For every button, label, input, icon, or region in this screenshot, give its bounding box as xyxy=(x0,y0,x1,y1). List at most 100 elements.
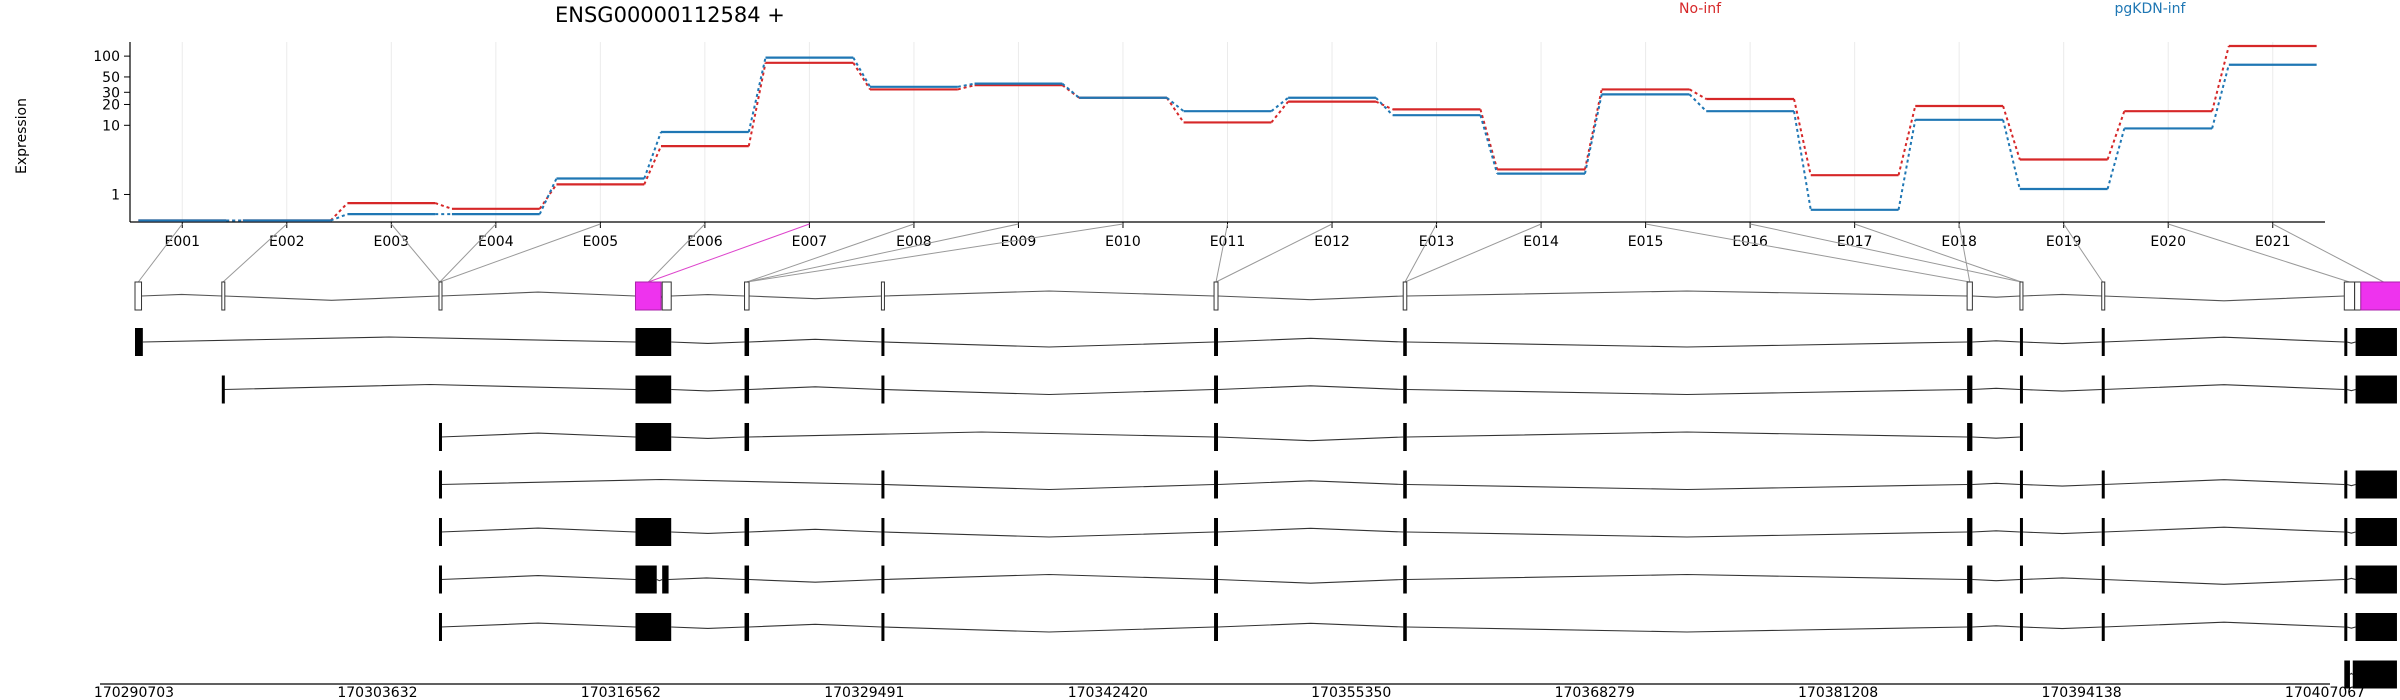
transcript-intron xyxy=(1406,573,1968,581)
bin-intron xyxy=(1406,290,1968,297)
bin-intron xyxy=(141,293,222,297)
transcript-intron xyxy=(2346,388,2356,392)
bin-link xyxy=(1750,223,2022,283)
bin-link xyxy=(2168,223,2350,283)
transcript-intron xyxy=(671,531,745,535)
y-tick-label: 20 xyxy=(102,97,120,113)
x-tick-label: E015 xyxy=(1628,234,1664,250)
transcript-intron xyxy=(2022,626,2102,630)
transcript-exon xyxy=(635,423,672,451)
bin-intron xyxy=(884,290,1215,297)
transcript-exon xyxy=(2344,613,2348,641)
transcript-exon xyxy=(2355,375,2397,404)
transcript-exon xyxy=(2019,518,2023,546)
series-connector xyxy=(852,62,871,90)
transcript-exon xyxy=(1214,565,1219,594)
bin-link xyxy=(1645,223,1970,283)
bin-link xyxy=(746,223,915,283)
transcript-intron xyxy=(440,432,636,438)
transcript-intron xyxy=(440,622,636,628)
genomic-tick-label: 170316562 xyxy=(581,685,661,700)
series-connector xyxy=(2106,110,2126,160)
transcript-exon xyxy=(1214,613,1219,641)
transcript-intron xyxy=(2103,526,2345,533)
transcript-intron xyxy=(2022,577,2102,581)
y-axis-label: Expression xyxy=(14,98,30,174)
series-connector xyxy=(1793,98,1812,176)
transcript-exon xyxy=(2355,565,2397,594)
series-connector xyxy=(1688,93,1707,112)
transcript-intron xyxy=(1217,436,1404,442)
transcript-intron xyxy=(2346,483,2356,487)
exon-bin xyxy=(2101,281,2106,311)
bin-link xyxy=(1958,223,1971,283)
bin-link xyxy=(746,223,1124,283)
transcript-intron xyxy=(749,338,882,343)
transcript-intron xyxy=(749,528,882,533)
transcript-exon xyxy=(2019,565,2023,594)
transcript-exon xyxy=(438,470,442,499)
transcript-intron xyxy=(884,531,1215,538)
genomic-tick-label: 170381208 xyxy=(1798,685,1878,700)
transcript-exon xyxy=(635,328,672,356)
transcript-intron xyxy=(142,336,636,343)
exon-bin xyxy=(880,281,885,311)
transcript-exon xyxy=(1403,423,1407,451)
bin-link xyxy=(222,223,288,283)
transcript-exon xyxy=(2019,423,2023,451)
transcript-intron xyxy=(2022,388,2102,392)
transcript-exon xyxy=(744,375,750,404)
transcript-exon xyxy=(881,565,885,594)
series-connector xyxy=(1479,114,1499,174)
x-tick-label: E016 xyxy=(1732,234,1768,250)
exon-bin xyxy=(1402,281,1408,311)
exon-bin xyxy=(221,281,226,311)
x-tick-label: E009 xyxy=(1001,234,1037,250)
transcript-intron xyxy=(2346,626,2356,629)
legend-no-inf: No-inf xyxy=(1679,1,1722,17)
transcript-row xyxy=(438,470,2397,499)
bin-link xyxy=(648,223,810,283)
transcript-exon xyxy=(2101,328,2105,356)
y-tick-label: 30 xyxy=(102,85,120,101)
series-connector xyxy=(1479,109,1499,170)
transcript-intron xyxy=(1406,626,1968,633)
bin-intron xyxy=(224,295,440,301)
genomic-tick-label: 170329491 xyxy=(824,685,904,700)
series-connector xyxy=(643,145,662,185)
x-tick-label: E003 xyxy=(374,234,410,250)
transcript-intron xyxy=(440,478,882,486)
exon-bin-links xyxy=(137,223,2384,283)
x-tick-label: E021 xyxy=(2255,234,2291,250)
transcript-exon xyxy=(744,423,750,451)
x-tick-label: E012 xyxy=(1314,234,1350,250)
transcript-intron xyxy=(884,388,1215,396)
legend-pgkdn-inf: pgKDN-inf xyxy=(2115,1,2187,17)
exon-bin xyxy=(2354,281,2362,311)
bin-link xyxy=(647,223,706,283)
transcript-exon xyxy=(1967,565,1973,594)
transcript-intron xyxy=(884,341,1215,348)
transcript-exon xyxy=(1214,518,1219,546)
transcript-intron xyxy=(749,386,882,391)
transcript-intron xyxy=(1406,388,1968,396)
x-tick-label: E007 xyxy=(792,234,828,250)
transcript-exon xyxy=(2019,375,2023,404)
transcript-exon xyxy=(1403,470,1407,499)
transcript-exon xyxy=(2101,470,2105,499)
x-tick-label: E018 xyxy=(1941,234,1977,250)
y-tick-label: 1 xyxy=(111,187,120,203)
transcript-exon xyxy=(881,328,885,356)
bin-intron xyxy=(2103,295,2345,302)
transcript-exon xyxy=(1214,423,1219,451)
x-tick-label: E014 xyxy=(1523,234,1559,250)
transcript-exon xyxy=(2101,375,2105,404)
transcript-exon xyxy=(2344,328,2348,356)
transcript-intron xyxy=(1217,385,1404,391)
transcript-exon xyxy=(438,518,442,546)
transcript-intron xyxy=(671,341,745,345)
series-connector xyxy=(957,82,975,88)
transcript-exon xyxy=(1403,328,1407,356)
